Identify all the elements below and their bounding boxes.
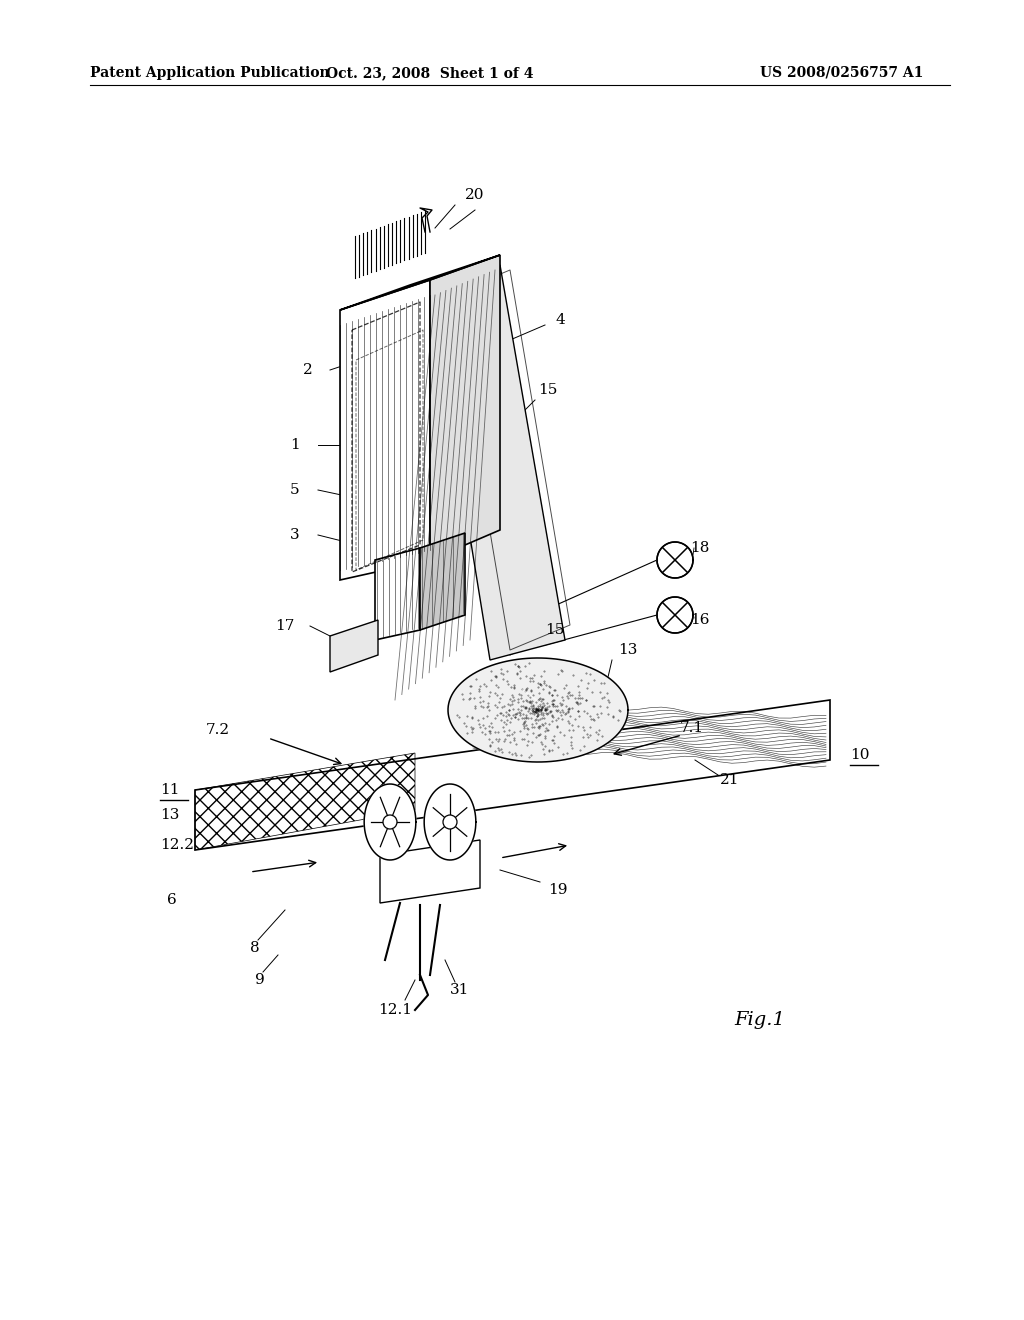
Text: 12.1: 12.1 (378, 1003, 412, 1016)
Text: 5: 5 (290, 483, 300, 498)
Text: Oct. 23, 2008  Sheet 1 of 4: Oct. 23, 2008 Sheet 1 of 4 (327, 66, 534, 81)
Polygon shape (657, 543, 693, 578)
Text: 8: 8 (250, 941, 260, 954)
Text: 31: 31 (451, 983, 470, 997)
Text: 6: 6 (167, 894, 177, 907)
Text: 3: 3 (290, 528, 300, 543)
Polygon shape (340, 255, 500, 310)
Polygon shape (195, 700, 830, 850)
Text: 21: 21 (720, 774, 739, 787)
Circle shape (443, 814, 457, 829)
Text: 12.2: 12.2 (160, 838, 194, 851)
Text: 11: 11 (160, 783, 179, 797)
Polygon shape (375, 548, 420, 640)
Polygon shape (449, 657, 628, 762)
Text: 15: 15 (539, 383, 558, 397)
Polygon shape (430, 265, 565, 660)
Text: 19: 19 (548, 883, 567, 898)
Text: Patent Application Publication: Patent Application Publication (90, 66, 330, 81)
Polygon shape (365, 784, 416, 861)
Polygon shape (330, 620, 378, 672)
Text: 17: 17 (275, 619, 295, 634)
Text: 15: 15 (546, 623, 564, 638)
Text: 16: 16 (690, 612, 710, 627)
Text: 20: 20 (465, 187, 484, 202)
Polygon shape (340, 280, 430, 579)
Text: 10: 10 (850, 748, 869, 762)
Text: US 2008/0256757 A1: US 2008/0256757 A1 (760, 66, 924, 81)
Polygon shape (657, 597, 693, 634)
Text: 7.2: 7.2 (206, 723, 230, 737)
Circle shape (383, 814, 397, 829)
Text: Fig.1: Fig.1 (734, 1011, 785, 1030)
Text: 7.1: 7.1 (680, 721, 705, 735)
Text: 2: 2 (303, 363, 313, 378)
Polygon shape (430, 255, 500, 560)
Text: 9: 9 (255, 973, 265, 987)
Polygon shape (380, 840, 480, 903)
Text: 4: 4 (555, 313, 565, 327)
Text: 18: 18 (690, 541, 710, 554)
Text: 13: 13 (160, 808, 179, 822)
Text: 13: 13 (618, 643, 638, 657)
Text: 1: 1 (290, 438, 300, 451)
Polygon shape (420, 533, 465, 630)
Polygon shape (424, 784, 476, 861)
